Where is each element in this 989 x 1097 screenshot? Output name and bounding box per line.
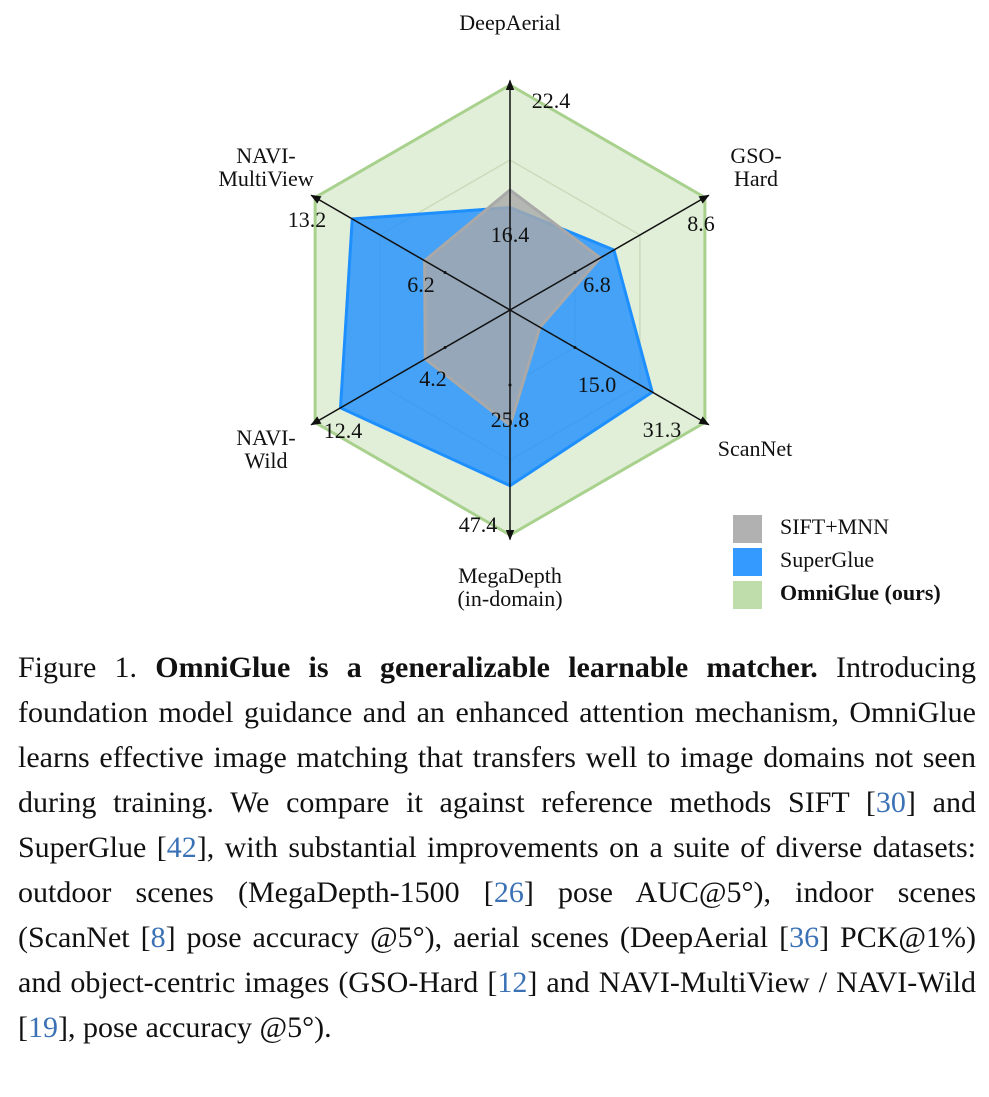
tick-label: 25.8 bbox=[491, 407, 530, 432]
radar-chart: 16.4 22.4 6.8 8.6 15.0 31.3 25.8 47.4 4.2 12.4 6.2… bbox=[218, 10, 941, 611]
citation: 42 bbox=[166, 831, 197, 864]
axis-tick bbox=[508, 233, 512, 237]
caption-text: ] pose accuracy @5°), aerial scenes (Dee… bbox=[165, 921, 790, 954]
caption-text: ] and SuperGlue [ bbox=[18, 786, 976, 864]
axis-tick bbox=[443, 271, 447, 274]
caption-text: ] and NAVI-MultiView / NAVI-Wild [ bbox=[18, 966, 976, 1044]
axis-name: MultiView bbox=[218, 166, 313, 191]
tick-label: 31.3 bbox=[643, 417, 682, 442]
axis-name: NAVI- bbox=[236, 143, 295, 168]
legend-swatch bbox=[733, 548, 762, 576]
axis-line bbox=[310, 194, 511, 311]
caption-label: Figure 1. bbox=[18, 651, 138, 684]
axis-tick bbox=[508, 383, 512, 387]
tick-label: 8.6 bbox=[687, 211, 715, 236]
caption-title: OmniGlue is a generalizable learnable ma… bbox=[155, 651, 818, 684]
citation: 12 bbox=[497, 966, 528, 999]
axis-name: GSO- bbox=[730, 143, 781, 168]
axis-tick bbox=[703, 421, 707, 424]
caption-text: ], with substantial improvements on a su… bbox=[18, 831, 976, 909]
tick-label: 47.4 bbox=[459, 512, 498, 537]
tick-label: 16.4 bbox=[491, 222, 530, 247]
axis-name: ScanNet bbox=[718, 436, 793, 461]
axis-line bbox=[310, 309, 511, 426]
axis-name: Hard bbox=[734, 166, 778, 191]
caption-body: Introducing foundation model guidance an… bbox=[18, 651, 976, 1044]
axis-tick bbox=[573, 346, 577, 349]
tick-label: 13.2 bbox=[288, 207, 327, 232]
axis-tick bbox=[508, 533, 512, 537]
figure-caption: Figure 1. OmniGlue is a generalizable le… bbox=[18, 645, 976, 1050]
tick-label: 22.4 bbox=[532, 88, 571, 113]
citation: 30 bbox=[875, 786, 906, 819]
axis-line bbox=[509, 309, 710, 426]
legend-swatch bbox=[733, 515, 762, 543]
tick-label: 6.8 bbox=[583, 272, 611, 297]
legend-label: SuperGlue bbox=[780, 547, 874, 572]
tick-label: 4.2 bbox=[419, 366, 447, 391]
caption-text: Introducing foundation model guidance an… bbox=[18, 651, 976, 819]
citation: 8 bbox=[150, 921, 166, 954]
axis-name: MegaDepth bbox=[458, 563, 562, 588]
citation: 36 bbox=[789, 921, 820, 954]
axis-line bbox=[509, 194, 710, 311]
axis-name: NAVI- bbox=[236, 425, 295, 450]
caption-text: ], pose accuracy @5°). bbox=[58, 1011, 332, 1044]
legend-swatch bbox=[733, 581, 762, 609]
citation: 19 bbox=[28, 1011, 58, 1044]
axis-name: Wild bbox=[244, 448, 287, 473]
tick-label: 6.2 bbox=[407, 272, 435, 297]
caption-text: ] pose AUC@5°), indoor scenes (ScanNet [ bbox=[18, 876, 976, 954]
axis-tick bbox=[703, 196, 707, 199]
axis-tick bbox=[443, 346, 447, 349]
axis-tick bbox=[313, 196, 317, 199]
tick-label: 15.0 bbox=[578, 372, 617, 397]
axis-name: (in-domain) bbox=[457, 586, 562, 611]
axis-tick bbox=[313, 421, 317, 424]
caption-text: ] PCK@1%) and object-centric images (GSO… bbox=[18, 921, 976, 999]
axis-tick bbox=[508, 83, 512, 87]
citation: 26 bbox=[493, 876, 524, 909]
legend-label: OmniGlue (ours) bbox=[780, 580, 941, 605]
tick-label: 12.4 bbox=[324, 418, 363, 443]
legend-label: SIFT+MNN bbox=[780, 514, 889, 539]
axis-tick bbox=[573, 271, 577, 274]
axis-name: DeepAerial bbox=[459, 10, 560, 35]
